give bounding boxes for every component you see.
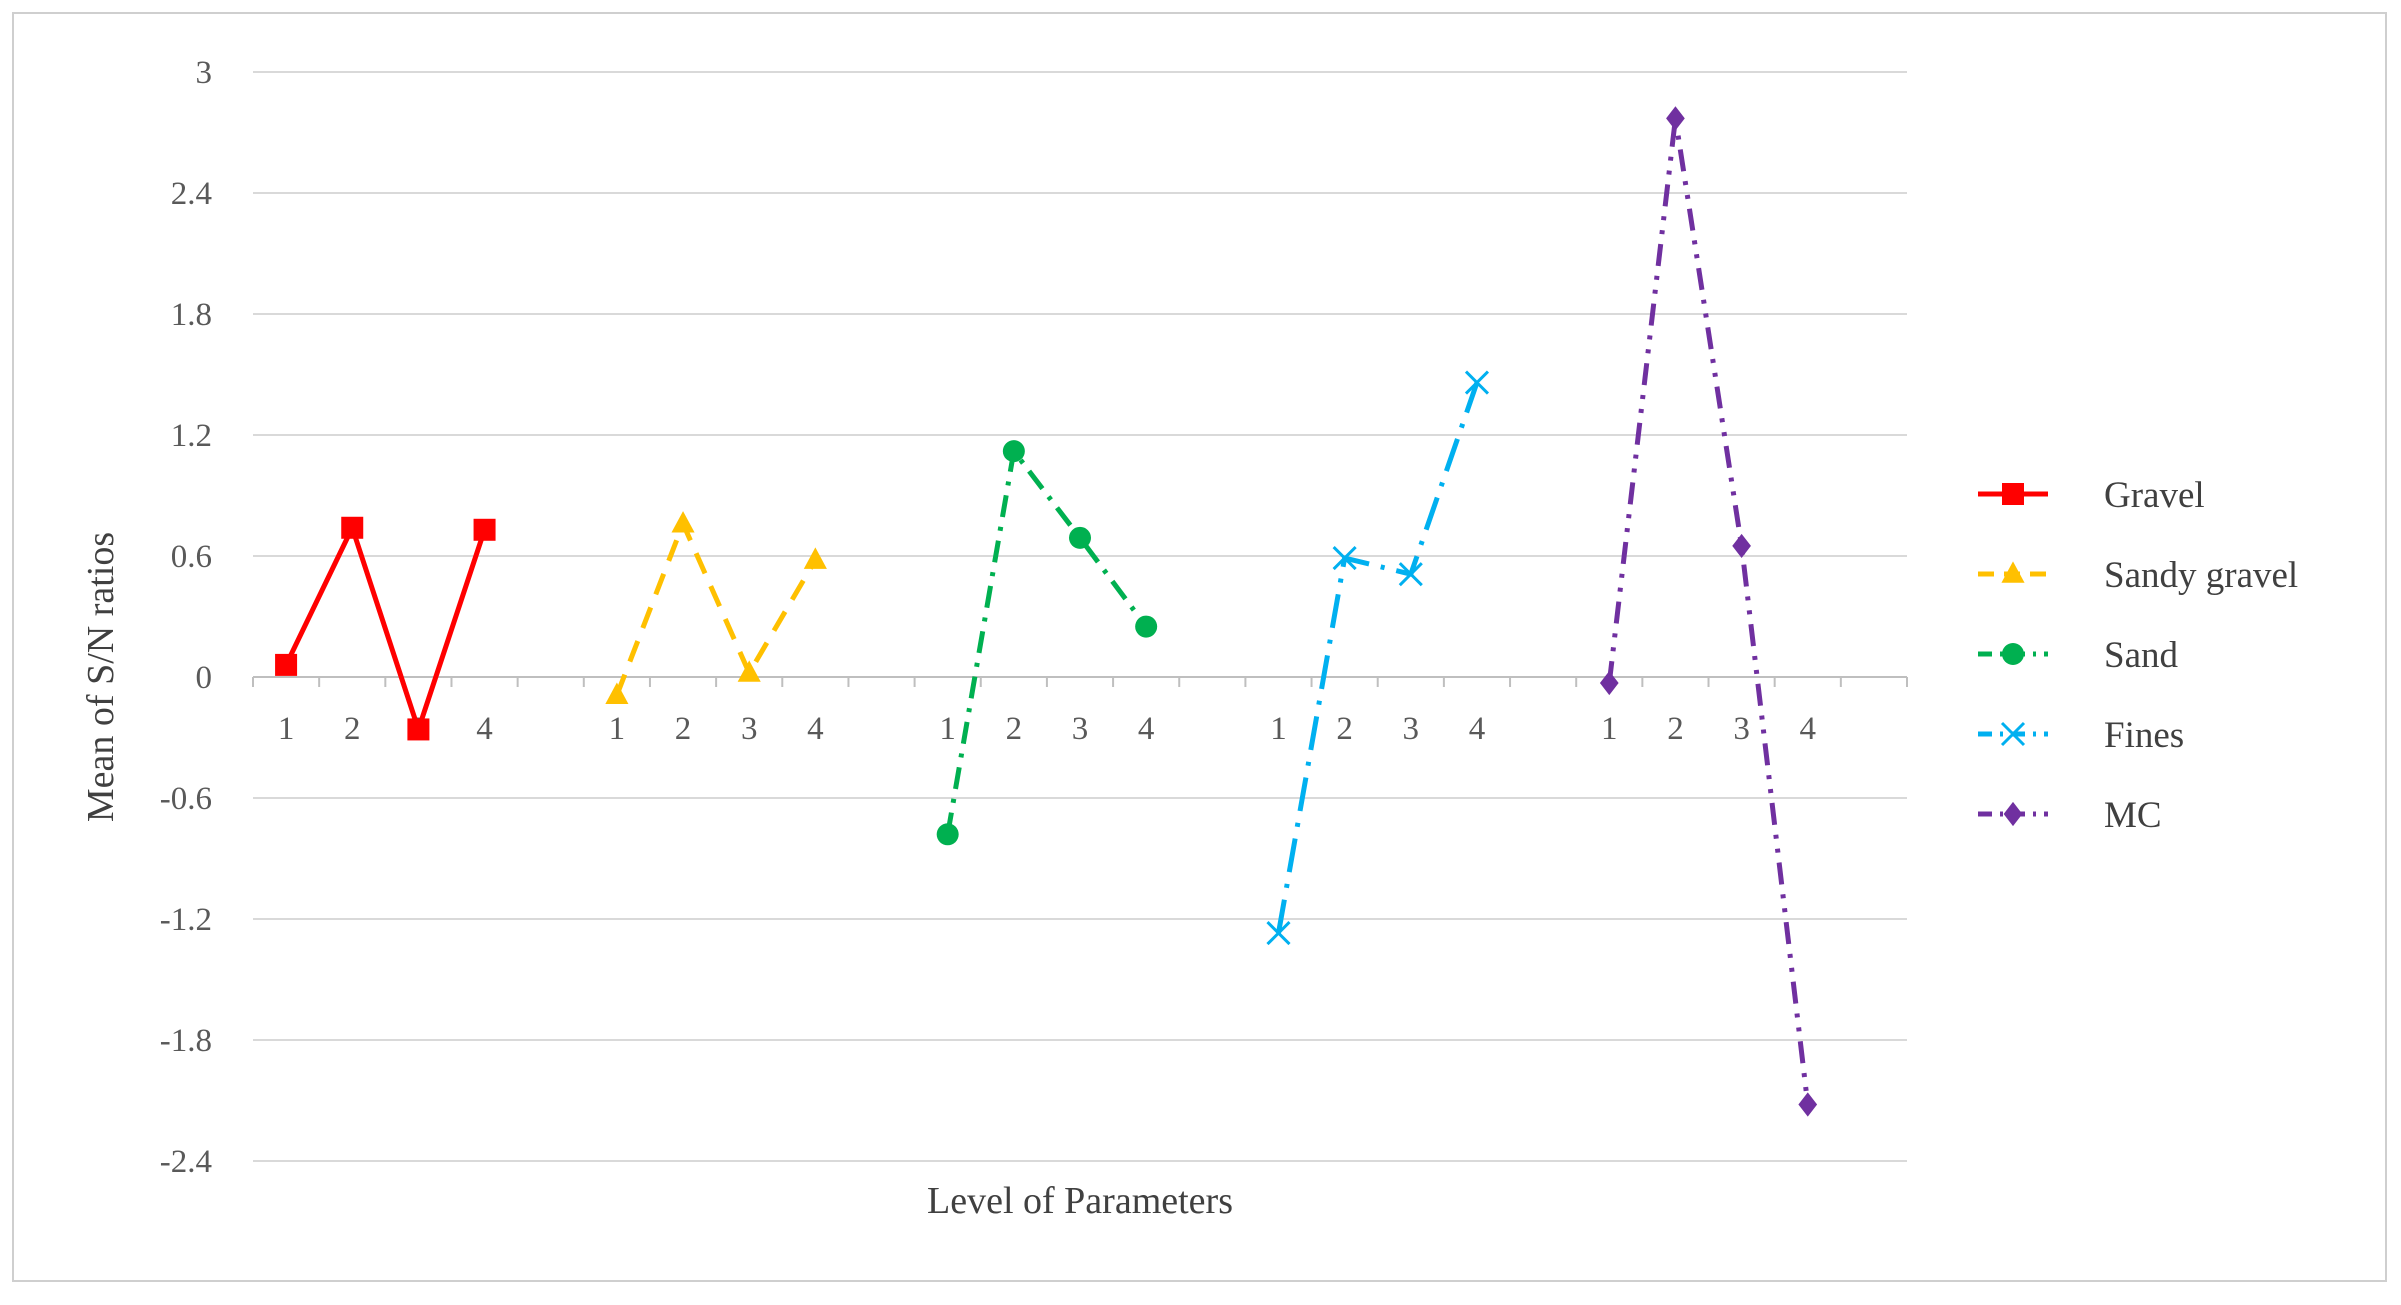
x-tick-label: 1 xyxy=(1601,711,1618,747)
x-tick-label: 3 xyxy=(1733,711,1750,747)
y-tick-label: 3 xyxy=(196,55,213,91)
data-point xyxy=(275,653,298,676)
y-tick-label: 1.8 xyxy=(171,297,212,333)
data-point xyxy=(1666,106,1685,131)
x-tick-label: 2 xyxy=(344,711,361,747)
chart-frame xyxy=(12,12,2387,1282)
legend-item: MC xyxy=(1978,795,2162,836)
y-axis-title: Mean of S/N ratios xyxy=(80,532,122,822)
legend: Gravel Sandy gravel Sand Fines MC xyxy=(1978,475,2298,836)
data-point xyxy=(671,511,695,533)
series-line xyxy=(614,521,818,697)
data-point xyxy=(737,660,761,682)
legend-label: Sand xyxy=(2104,635,2179,676)
series-line xyxy=(1606,115,1811,1105)
series-line xyxy=(283,525,487,732)
x-tick-label: 4 xyxy=(807,711,824,747)
legend-marker xyxy=(2001,561,2025,583)
data-point xyxy=(1798,1092,1818,1117)
data-point xyxy=(1332,545,1357,571)
x-axis-title: Level of Parameters xyxy=(927,1180,1233,1222)
x-tick-label: 4 xyxy=(476,711,493,747)
x-tick-label: 3 xyxy=(1403,711,1420,747)
data-point xyxy=(341,516,364,539)
data-point xyxy=(936,823,959,846)
data-point xyxy=(803,547,827,569)
series-fines xyxy=(1266,370,1490,946)
series-line xyxy=(1276,381,1480,934)
x-tick-label: 3 xyxy=(1072,711,1089,747)
legend-label: MC xyxy=(2104,795,2162,836)
x-tick-label: 1 xyxy=(278,711,295,747)
series-layer xyxy=(275,106,1818,1117)
legend-item: Fines xyxy=(1978,715,2184,756)
series-mc xyxy=(1599,106,1818,1117)
x-tick-label: 1 xyxy=(1270,711,1287,747)
y-tick-label: -1.8 xyxy=(160,1023,212,1059)
legend-item: Gravel xyxy=(1978,475,2205,516)
series-gravel xyxy=(275,516,496,741)
legend-label: Gravel xyxy=(2104,475,2205,516)
data-point xyxy=(605,682,629,704)
data-point xyxy=(1069,526,1091,549)
series-sand xyxy=(936,440,1158,846)
grid-layer xyxy=(252,71,1908,1162)
data-point xyxy=(1135,615,1158,638)
data-point xyxy=(1398,562,1423,587)
x-tick-label: 4 xyxy=(1469,711,1486,747)
x-tick-label: 1 xyxy=(939,711,956,747)
series-line xyxy=(945,448,1149,835)
data-point xyxy=(1002,440,1025,463)
data-point xyxy=(1464,370,1490,395)
x-tick-label: 2 xyxy=(1006,711,1023,747)
legend-marker xyxy=(2003,801,2023,827)
y-tick-label: 0.6 xyxy=(171,539,212,575)
y-tick-labels: 3 2.4 1.8 1.2 0.6 0 -0.6 -1.2 -1.8 -2.4 xyxy=(160,55,212,1180)
y-tick-label: -2.4 xyxy=(160,1144,212,1180)
data-point xyxy=(1266,921,1291,946)
x-tick-label: 2 xyxy=(675,711,692,747)
series-sandy-gravel xyxy=(605,511,827,704)
x-tick-label: 4 xyxy=(1138,711,1155,747)
x-tick-label: 4 xyxy=(1800,711,1817,747)
y-tick-label: 2.4 xyxy=(171,176,212,212)
x-tick-label: 2 xyxy=(1336,711,1353,747)
legend-marker xyxy=(2002,643,2024,665)
x-tick-labels: 12341234123412341234 xyxy=(278,711,1816,747)
legend-item: Sandy gravel xyxy=(1978,555,2298,596)
legend-marker xyxy=(2000,721,2026,747)
legend-label: Fines xyxy=(2104,715,2184,756)
y-tick-label: 0 xyxy=(196,660,213,696)
y-tick-label: 1.2 xyxy=(171,418,212,454)
x-tick-label: 3 xyxy=(741,711,758,747)
data-point xyxy=(407,718,430,741)
legend-marker xyxy=(2002,483,2024,505)
data-point xyxy=(473,518,496,541)
data-point xyxy=(1732,533,1751,559)
legend-item: Sand xyxy=(1978,635,2179,676)
y-tick-label: -0.6 xyxy=(160,781,212,817)
x-tick-label: 1 xyxy=(609,711,626,747)
data-point xyxy=(1599,670,1619,696)
legend-label: Sandy gravel xyxy=(2104,555,2298,596)
x-tick-label: 2 xyxy=(1667,711,1684,747)
y-tick-label: -1.2 xyxy=(160,902,212,938)
